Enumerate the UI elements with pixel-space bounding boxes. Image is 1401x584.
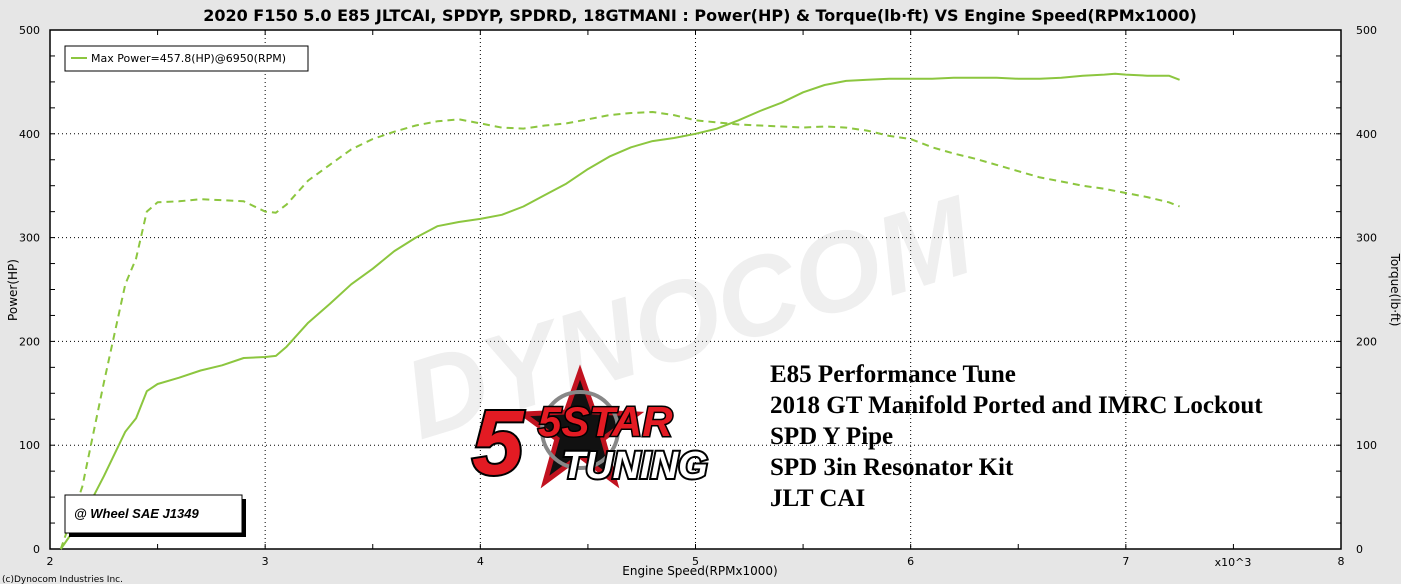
logo-tuning-text: TUNING [562, 445, 708, 487]
y-tick-label-left: 500 [19, 24, 40, 37]
y-tick-label-right: 400 [1356, 128, 1377, 141]
y-tick-label-left: 300 [19, 232, 40, 245]
legend: Max Power=457.8(HP)@6950(RPM) [64, 45, 309, 72]
series-layer [59, 72, 1180, 550]
y-tick-label-right: 200 [1356, 335, 1377, 348]
modification-notes: E85 Performance Tune 2018 GT Manifold Po… [770, 361, 1263, 512]
logo-star-text: 5STAR [538, 398, 673, 445]
x-tick-label: 3 [262, 555, 269, 568]
legend-entry: Max Power=457.8(HP)@6950(RPM) [91, 52, 286, 65]
stamp-text: @ Wheel SAE J1349 [74, 506, 199, 521]
y-tick-label-right: 0 [1356, 543, 1363, 556]
note-line: JLT CAI [770, 485, 865, 512]
chart-title: 2020 F150 5.0 E85 JLTCAI, SPDYP, SPDRD, … [203, 6, 1197, 25]
logo-five: 5 [472, 392, 525, 494]
y-tick-label-left: 100 [19, 439, 40, 452]
wheel-stamp: @ Wheel SAE J1349 [64, 494, 246, 537]
note-line: E85 Performance Tune [770, 361, 1016, 388]
note-line: SPD Y Pipe [770, 423, 893, 450]
power-series-line [59, 72, 1180, 550]
torque-series-line [59, 111, 1180, 550]
y-tick-label-right: 500 [1356, 24, 1377, 37]
note-line: 2018 GT Manifold Ported and IMRC Lockout [770, 392, 1263, 419]
y-tick-label-left: 0 [33, 543, 40, 556]
note-line: SPD 3in Resonator Kit [770, 454, 1014, 481]
five-star-tuning-logo: 5 5STAR TUNING [470, 364, 710, 496]
y-tick-label-left: 200 [19, 335, 40, 348]
x-tick-label: 6 [907, 555, 914, 568]
y-tick-label-right: 100 [1356, 439, 1377, 452]
x-tick-label: 5 [692, 555, 699, 568]
grid-lines [50, 30, 1341, 549]
y-tick-label-right: 300 [1356, 232, 1377, 245]
x-tick-label: 8 [1338, 555, 1345, 568]
x-axis-label: Engine Speed(RPMx1000) [622, 564, 778, 578]
y-axis-label-right: Torque(lb·ft) [1388, 253, 1401, 327]
x-tick-label: 4 [477, 555, 484, 568]
y-tick-label-left: 400 [19, 128, 40, 141]
x-tick-label: 7 [1122, 555, 1129, 568]
copyright: (c)Dynocom Industries Inc. [2, 575, 123, 584]
x-tick-label: 2 [47, 555, 54, 568]
y-axis-label-left: Power(HP) [6, 259, 20, 321]
x-multiplier-label: x10^3 [1215, 556, 1252, 569]
